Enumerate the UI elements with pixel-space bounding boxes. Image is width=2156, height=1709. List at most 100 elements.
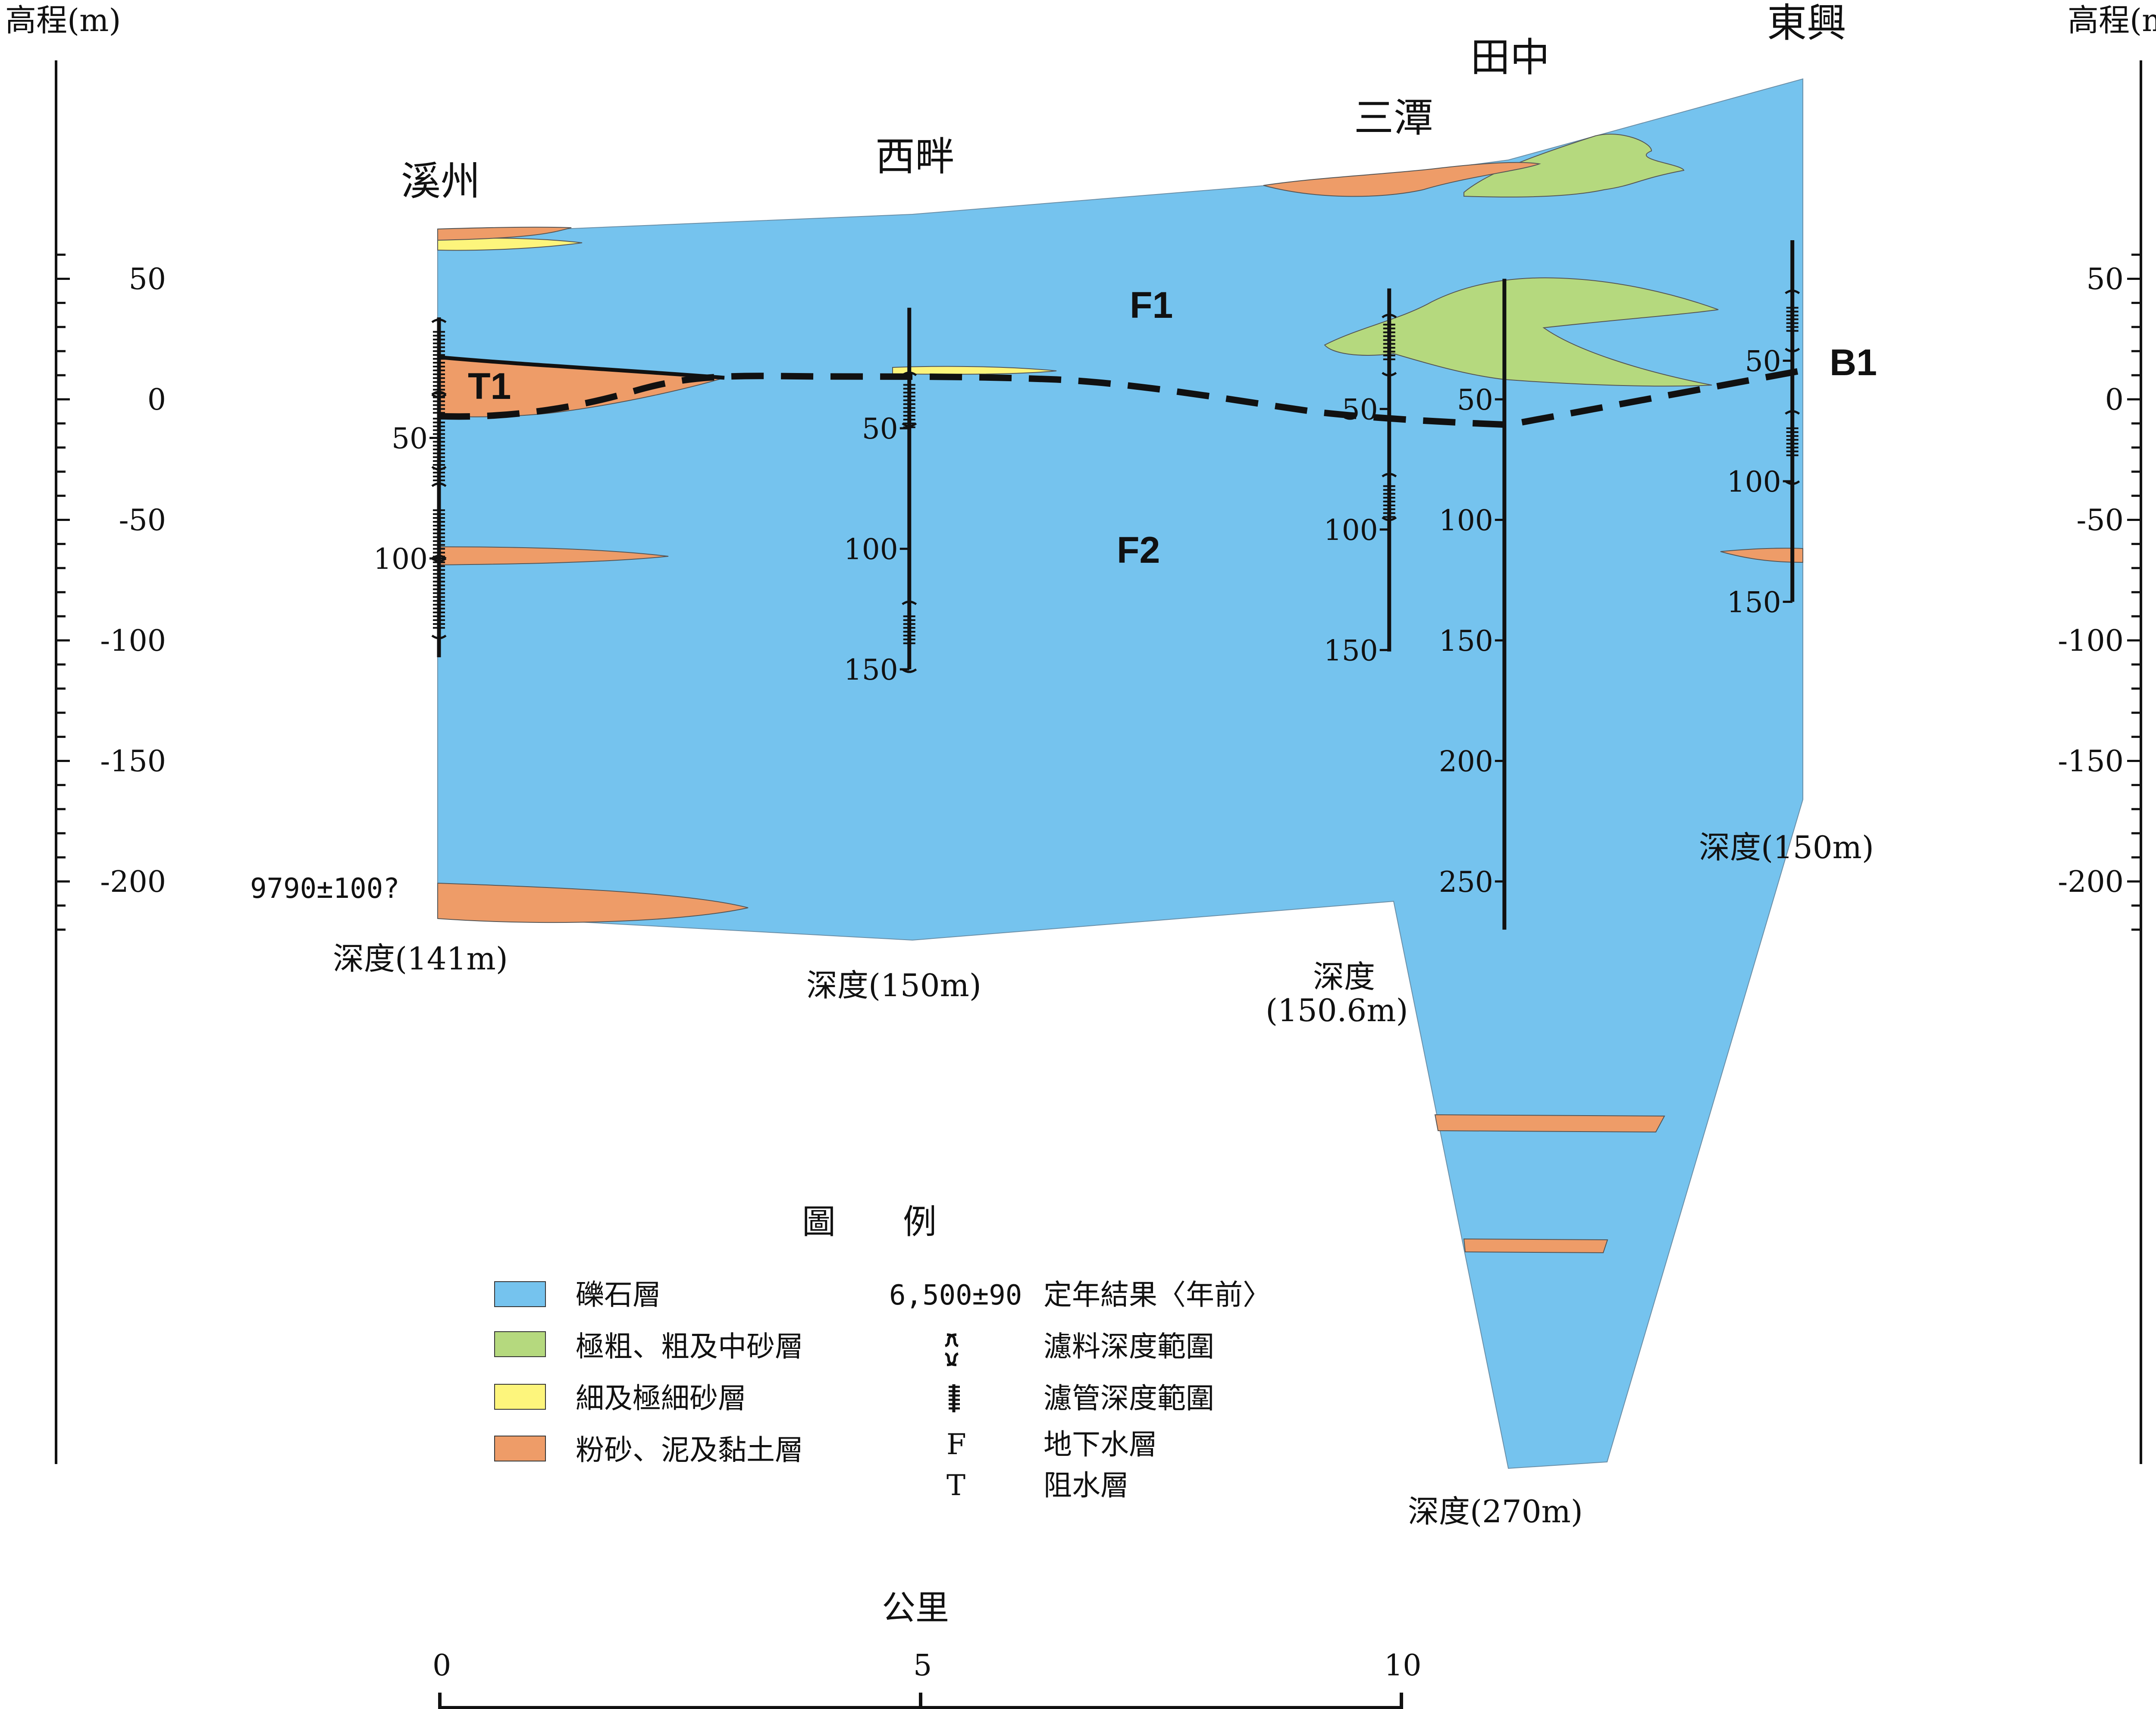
legend-swatch-silt-clay [494, 1436, 546, 1461]
axis-tick-label: -100 [100, 624, 166, 658]
filter-bracket-top [902, 371, 917, 376]
legend-label-screen-range: 濾管深度範圍 [1044, 1382, 1214, 1415]
depth-label-santan-line2: (150.6m) [1266, 992, 1408, 1029]
legend-symbol-t: T [946, 1469, 965, 1502]
axis-tick-label: 0 [147, 383, 166, 417]
axis-tick-label: 50 [128, 263, 166, 297]
depth-tick-label: 100 [844, 533, 898, 566]
silt-lens-xizhou-bottom [437, 882, 749, 923]
filter-bracket-bottom [1785, 480, 1800, 485]
depth-tick-label: 150 [1439, 624, 1493, 658]
well-name-xizhou: 溪州 [401, 158, 480, 204]
legend-symbol-dating: 6,500±90 [889, 1279, 1022, 1311]
depth-label-xipan: 深度(150m) [806, 967, 981, 1003]
screen-symbol [949, 1384, 960, 1412]
filter-bracket-top [431, 318, 447, 323]
silt-lens-tianzhong-250 [1463, 1238, 1608, 1254]
depth-label-santan-line1: 深度 [1313, 959, 1375, 995]
layer-label-f1: F1 [1130, 285, 1173, 326]
filter-bracket-bottom [1382, 372, 1397, 376]
legend-label-dating: 定年結果〈年前〉 [1044, 1278, 1271, 1311]
filter-bracket-top [1785, 289, 1800, 295]
scale-bar-line [438, 1693, 1403, 1709]
silt-lens-tianzhong-200 [1434, 1114, 1665, 1133]
filter-bracket-top [1785, 410, 1800, 415]
well-name-tianzhong: 田中 [1470, 34, 1550, 81]
axis-tick-label: -200 [100, 865, 166, 899]
f1-f2-boundary-dashed [437, 367, 1804, 428]
filter-bracket-symbol [945, 1333, 959, 1366]
silt-clay-lenses [437, 162, 1803, 1254]
legend-label-aquitard: 阻水層 [1044, 1469, 1129, 1502]
layer-label-t1: T1 [468, 366, 511, 407]
depth-label-tianzhong: 深度(270m) [1408, 1493, 1583, 1530]
dating-annotation-xizhou: 9790±100? [250, 873, 400, 905]
elevation-axis-title-left: 高程(m) [5, 2, 121, 38]
axis-tick-label: -150 [2058, 745, 2124, 779]
axis-tick-label: -50 [2076, 504, 2124, 538]
filter-bracket-bottom [431, 634, 447, 640]
depth-tick-label: 50 [862, 412, 898, 445]
axis-tick-label: -150 [100, 745, 166, 779]
depth-tick-label: 100 [1727, 465, 1781, 499]
legend-swatch-coarse-sand [494, 1331, 546, 1357]
depth-tick-label: 100 [1439, 504, 1493, 537]
axis-tick-label: 0 [2105, 383, 2124, 417]
depth-tick-label: 250 [1439, 865, 1493, 899]
silt-lens-santan-top [1263, 162, 1541, 197]
legend-label-aquifer: 地下水層 [1044, 1428, 1157, 1461]
filter-bracket-bottom [1785, 348, 1800, 353]
axis-tick-label: -100 [2058, 624, 2124, 658]
depth-label-dongxing: 深度(150m) [1699, 829, 1874, 865]
silt-lens-xizhou-top [437, 226, 572, 241]
layer-label-b1: B1 [1830, 342, 1877, 383]
depth-tick-label: 50 [1342, 393, 1378, 426]
legend-title: 圖 例 [802, 1203, 937, 1242]
filter-bracket-bottom [902, 668, 917, 673]
elevation-axis-title-right: 高程(m) [2068, 2, 2156, 38]
axis-tick-label: -50 [119, 504, 166, 538]
scale-bar-title: 公里 [882, 1589, 949, 1627]
filter-bracket-top [1382, 473, 1397, 477]
layer-label-f2: F2 [1117, 530, 1160, 571]
legend-label-coarse-sand: 極粗、粗及中砂層 [576, 1330, 803, 1363]
well-name-santan: 三潭 [1354, 95, 1433, 141]
scale-bar: 公里 0 5 10 [432, 1589, 1422, 1709]
scale-bar-tick-0: 0 [432, 1649, 451, 1683]
legend-label-fine-sand: 細及極細砂層 [576, 1382, 746, 1415]
depth-tick-label: 100 [373, 542, 428, 576]
legend-swatch-fine-sand [494, 1384, 546, 1410]
filter-bracket-top [1382, 314, 1397, 319]
scale-bar-tick-5: 5 [913, 1649, 932, 1683]
depth-tick-label: 150 [844, 653, 898, 687]
axis-tick-label: 50 [2086, 263, 2124, 297]
legend-symbol-f: F [946, 1428, 966, 1461]
scale-bar-tick-10: 10 [1384, 1649, 1422, 1683]
legend: 圖 例 礫石層 極粗、粗及中砂層 細及極細砂層 粉砂、泥及黏土層 6,500±9… [494, 1203, 1271, 1502]
depth-tick-label: 150 [1324, 634, 1378, 667]
depth-tick-label: 150 [1727, 586, 1781, 619]
well-name-xipan: 西畔 [875, 134, 955, 180]
silt-lens-dongxing [1720, 548, 1803, 563]
well-name-dongxing: 東興 [1767, 0, 1846, 46]
depth-tick-label: 50 [1745, 345, 1781, 378]
filter-bracket-top [431, 555, 447, 560]
filter-bracket-bottom [431, 466, 447, 471]
t1-upper-boundary [437, 355, 725, 380]
coarse-sand-lenses [1324, 134, 1719, 387]
filter-bracket-top [431, 391, 447, 395]
depth-tick-label: 100 [1324, 514, 1378, 547]
filter-bracket-bottom [431, 393, 447, 398]
fine-sand-lenses [437, 238, 1057, 375]
legend-label-filter-range: 濾料深度範圍 [1044, 1330, 1214, 1363]
depth-tick-label: 200 [1439, 745, 1493, 778]
legend-label-silt-clay: 粉砂、泥及黏土層 [576, 1433, 803, 1467]
depth-tick-label: 50 [1457, 383, 1493, 417]
filter-bracket-bottom [902, 422, 917, 427]
filter-bracket-bottom [431, 557, 447, 562]
elevation-axis-right: 50 0 -50 -100 -150 -200 [2058, 60, 2142, 1464]
legend-swatch-gravel [494, 1281, 546, 1307]
coarse-sand-lens-middle [1324, 277, 1719, 387]
filter-bracket-top [902, 600, 917, 605]
